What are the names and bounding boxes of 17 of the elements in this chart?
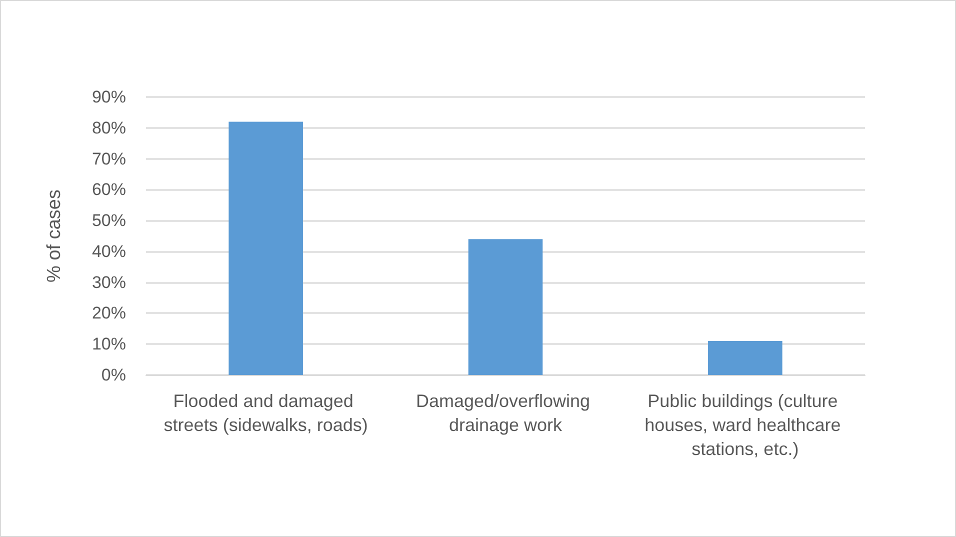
y-tick-label: 0% xyxy=(101,366,126,384)
y-tick-label: 80% xyxy=(92,118,126,138)
x-tick-label: Public buildings (culture houses, ward healthcare stations, etc.) xyxy=(644,391,846,459)
y-tick-label: 10% xyxy=(92,334,126,354)
x-tick-label: Flooded and damaged streets (sidewalks, roads) xyxy=(164,391,368,435)
bar xyxy=(708,341,782,375)
y-tick-label: 90% xyxy=(92,88,126,106)
y-tick-label: 60% xyxy=(92,180,126,200)
y-tick-label: 40% xyxy=(92,242,126,261)
y-tick-label: 70% xyxy=(92,149,126,168)
y-tick-label: 30% xyxy=(92,272,126,292)
bar xyxy=(228,122,303,375)
bar xyxy=(468,239,543,375)
y-axis-title: % of cases xyxy=(44,190,65,282)
x-tick-label: Damaged/overflowing drainage work xyxy=(416,391,596,435)
y-tick-label: 50% xyxy=(92,211,126,230)
y-tick-label: 20% xyxy=(92,304,126,323)
